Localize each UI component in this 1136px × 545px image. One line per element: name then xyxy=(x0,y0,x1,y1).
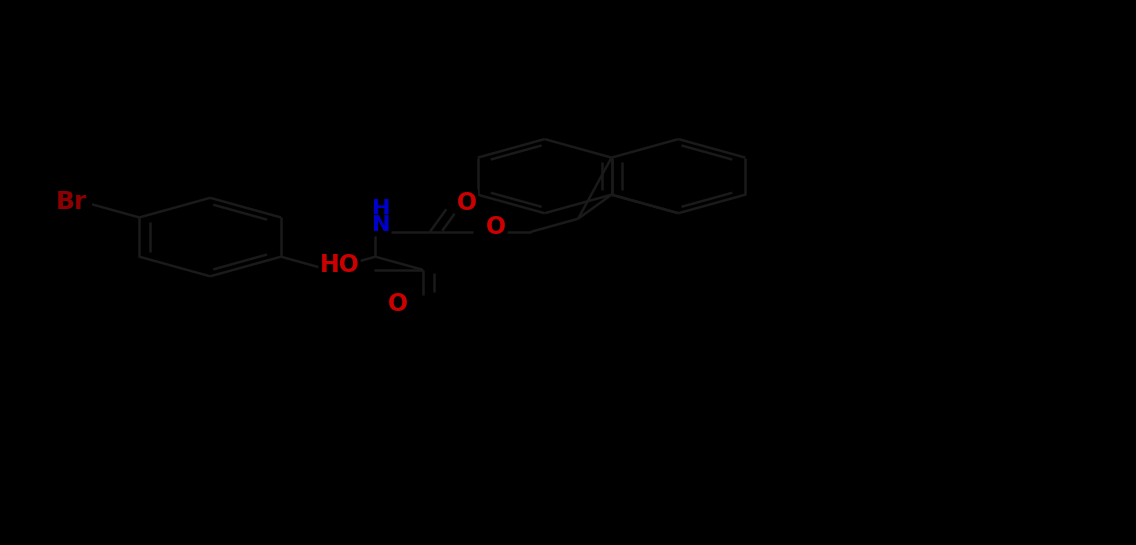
Text: N: N xyxy=(371,215,391,235)
Text: HO: HO xyxy=(319,253,359,277)
Text: H: H xyxy=(371,199,391,219)
Text: O: O xyxy=(387,293,408,317)
Text: O: O xyxy=(457,191,477,215)
Text: Br: Br xyxy=(56,190,87,214)
Text: O: O xyxy=(486,215,506,239)
